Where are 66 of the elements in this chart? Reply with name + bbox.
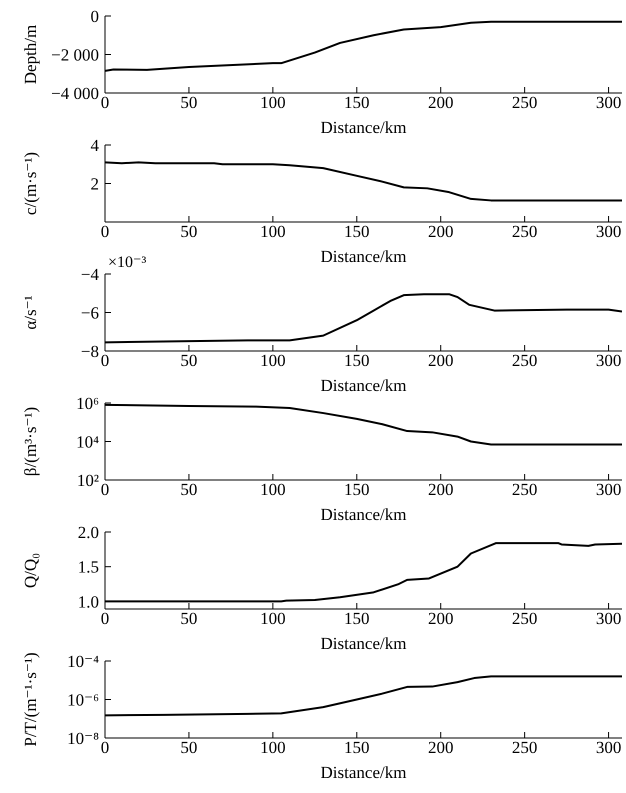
y-tick-label: −4 000 (51, 84, 99, 104)
x-axis-title: Distance/km (320, 634, 406, 653)
x-tick-label: 200 (428, 609, 454, 628)
x-tick-label: 300 (596, 351, 622, 370)
y-tick-label: 10⁶ (76, 394, 100, 414)
x-axis-title: Distance/km (320, 505, 406, 524)
x-tick-label: 100 (260, 738, 286, 758)
x-tick-label: 300 (596, 609, 622, 628)
y-tick-label: 10² (76, 471, 99, 490)
x-tick-label: 50 (180, 351, 198, 370)
y-tick-label: 4 (90, 136, 100, 156)
x-axis-title: Distance/km (320, 763, 406, 782)
x-tick-label: 50 (180, 609, 198, 628)
x-tick-label: 250 (512, 609, 538, 628)
y-tick-label: 10⁻⁸ (67, 729, 100, 748)
y-axis-title: α/s⁻¹ (21, 295, 40, 330)
y-tick-label: 2 (90, 174, 99, 194)
text: ×10⁻³ (108, 253, 146, 272)
y-tick-label: −6 (80, 304, 99, 323)
x-tick-label: 200 (428, 480, 454, 500)
x-tick-label: 300 (596, 222, 622, 242)
y-tick-label: 10⁻⁴ (67, 652, 100, 672)
x-tick-label: 100 (260, 609, 286, 628)
y-axis-title: Depth/m (21, 24, 40, 84)
y-axis-title: Q/Q₀ (21, 552, 40, 588)
y-axis-title: c/(m·s⁻¹) (21, 152, 40, 216)
y-tick-label: 2.0 (78, 523, 99, 542)
y-tick-label: −2 000 (51, 46, 99, 65)
x-tick-label: 150 (344, 738, 370, 758)
x-tick-label: 250 (512, 738, 538, 758)
y-axis-title: P/T/(m⁻¹·s⁻¹) (21, 652, 40, 747)
x-tick-label: 50 (180, 480, 198, 500)
x-tick-label: 100 (260, 480, 286, 500)
y-tick-label: 1.5 (78, 558, 99, 577)
x-axis-title: Distance/km (320, 247, 406, 266)
x-tick-label: 200 (428, 222, 454, 242)
y-tick-label: 0 (90, 7, 99, 26)
x-axis-title: Distance/km (320, 376, 406, 395)
x-tick-label: 100 (260, 222, 286, 242)
x-tick-label: 300 (596, 93, 622, 112)
y-tick-label: 1.0 (78, 592, 99, 612)
x-tick-label: 150 (344, 609, 370, 628)
x-tick-label: 300 (596, 480, 622, 500)
x-tick-label: 150 (344, 480, 370, 500)
x-tick-label: 150 (344, 351, 370, 370)
x-tick-label: 300 (596, 738, 622, 758)
x-tick-label: 200 (428, 93, 454, 112)
x-tick-label: 50 (180, 222, 198, 242)
x-tick-label: 250 (512, 93, 538, 112)
y-tick-label: −8 (80, 342, 99, 362)
x-tick-label: 100 (260, 351, 286, 370)
y-tick-label: 10⁻⁶ (67, 690, 100, 710)
x-tick-label: 200 (428, 351, 454, 370)
x-tick-label: 250 (512, 351, 538, 370)
x-tick-label: 100 (260, 93, 286, 112)
x-tick-label: 150 (344, 222, 370, 242)
x-tick-label: 250 (512, 480, 538, 500)
x-axis-title: Distance/km (320, 118, 406, 137)
x-tick-label: 200 (428, 738, 454, 758)
y-tick-label: 10⁴ (76, 432, 100, 452)
y-axis-title: β/(m³·s⁻¹) (21, 406, 40, 476)
y-tick-label: −4 (80, 265, 100, 284)
x-tick-label: 150 (344, 93, 370, 112)
x-tick-label: 250 (512, 222, 538, 242)
x-tick-label: 50 (180, 738, 198, 758)
x-tick-label: 50 (180, 93, 198, 112)
